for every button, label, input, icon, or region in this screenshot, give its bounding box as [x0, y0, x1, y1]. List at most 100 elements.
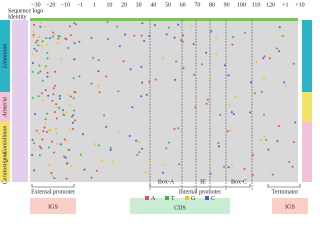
variant-dot — [69, 95, 72, 98]
variant-dot — [124, 33, 127, 36]
identity-label: Identity — [8, 14, 27, 20]
variant-dot — [40, 92, 43, 95]
variant-dot — [41, 79, 44, 82]
variant-dot — [38, 154, 41, 157]
variant-dot — [39, 25, 42, 28]
variant-dot — [228, 104, 231, 107]
region-lines — [149, 20, 253, 190]
variant-dot — [52, 93, 55, 96]
ruler-label: +1 — [282, 2, 288, 8]
variant-dot — [32, 30, 35, 33]
variant-dot — [55, 103, 58, 106]
variant-dot — [141, 81, 144, 84]
variant-dot — [34, 41, 37, 44]
variant-dot — [56, 41, 59, 44]
region-label: Internal promoter — [179, 189, 221, 195]
variant-dot — [118, 131, 121, 134]
ruler-label: 40 — [150, 2, 156, 8]
variant-dot — [140, 34, 143, 37]
segment-label: IGS — [48, 204, 58, 210]
igs-box — [30, 198, 76, 214]
variant-dot — [254, 92, 256, 95]
variant-dot — [34, 113, 37, 116]
variant-dot — [66, 111, 68, 114]
variant-dot — [42, 99, 45, 102]
variant-dot — [69, 34, 72, 37]
variant-dot — [109, 149, 112, 151]
variant-dot — [107, 38, 109, 40]
variant-dot — [71, 121, 74, 124]
group-bar — [302, 92, 312, 122]
variant-dot — [31, 138, 34, 141]
variant-dot — [40, 22, 42, 25]
variant-dot — [46, 112, 49, 115]
identity-bar — [30, 18, 298, 21]
variant-dot — [51, 140, 53, 143]
variant-dot — [40, 147, 43, 150]
ruler-label: +10 — [295, 2, 304, 8]
variant-dot — [42, 130, 45, 133]
variant-dot — [46, 71, 49, 74]
variant-dot — [175, 60, 178, 63]
variant-dot — [209, 172, 212, 175]
variant-dot — [219, 114, 222, 116]
variant-dot — [168, 141, 171, 144]
variant-dot — [105, 125, 108, 128]
variant-dot — [227, 166, 230, 169]
variant-dot — [54, 127, 57, 130]
region-label: IE — [200, 179, 206, 185]
variant-dot — [165, 147, 168, 150]
variant-dot — [195, 145, 198, 148]
variant-dot — [70, 115, 73, 118]
variant-dot — [55, 132, 58, 135]
variant-dot — [263, 77, 265, 79]
variant-dot — [97, 144, 100, 147]
variant-dot — [277, 125, 280, 128]
variant-dot — [230, 111, 233, 114]
variant-dot — [52, 87, 55, 90]
variant-dot — [292, 62, 295, 65]
variant-dot — [37, 95, 40, 98]
variant-dot — [72, 114, 75, 117]
variant-dot — [46, 57, 49, 60]
variant-dot — [97, 84, 100, 87]
alignment-bg — [30, 20, 298, 182]
variant-dot — [278, 50, 281, 53]
variant-dot — [68, 25, 71, 28]
variant-dot — [265, 139, 268, 141]
variant-dot — [68, 148, 71, 151]
brackets — [31, 184, 301, 188]
variant-dot — [81, 133, 84, 136]
variant-dot — [73, 22, 76, 25]
variant-dot — [149, 160, 152, 163]
ruler-label: 20 — [121, 2, 127, 8]
variant-dot — [79, 153, 82, 156]
variant-dot — [66, 93, 69, 96]
variant-dot — [53, 33, 56, 36]
variant-dot — [154, 78, 157, 81]
region-label: External promoter — [31, 189, 75, 195]
variant-dot — [135, 139, 138, 142]
variant-dot — [43, 126, 46, 129]
group-bar — [302, 20, 312, 92]
variant-dot — [144, 171, 147, 174]
ruler-label: −20 — [46, 2, 55, 8]
variant-dot — [106, 21, 109, 23]
variant-dot — [177, 127, 180, 130]
variant-dot — [54, 84, 56, 87]
variant-dot — [229, 129, 232, 132]
variant-dot — [37, 44, 40, 47]
ruler-label: 70 — [194, 2, 200, 8]
variant-dot — [65, 177, 68, 180]
variant-dot — [276, 140, 279, 143]
variant-dot — [280, 35, 283, 38]
ruler-label: 1 — [93, 2, 96, 8]
group-bar — [0, 92, 10, 122]
variant-dot — [41, 40, 44, 43]
group-label: Ceratostigma — [2, 152, 8, 185]
variant-dot — [192, 43, 195, 46]
group-label: Limonium — [2, 43, 8, 69]
variant-dot — [249, 111, 252, 114]
variant-dot — [136, 153, 139, 156]
variant-dot — [55, 117, 58, 120]
